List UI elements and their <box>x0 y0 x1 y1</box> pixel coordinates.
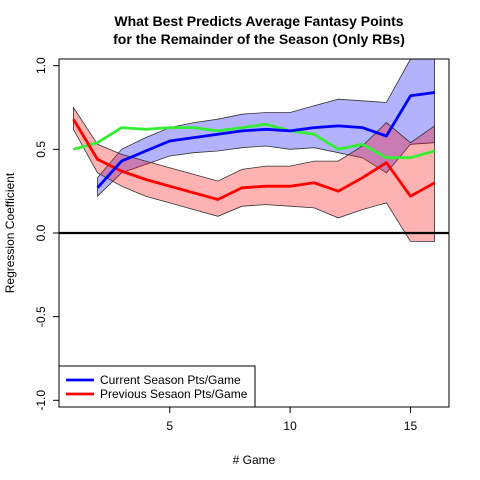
series-lines <box>72 91 436 201</box>
y-tick-label: -0.5 <box>34 306 48 327</box>
series-line-1 <box>72 118 436 201</box>
y-tick-label: 1.0 <box>34 57 48 74</box>
confidence-band-1 <box>73 106 436 242</box>
y-tick-label: 0.0 <box>34 224 48 241</box>
x-axis-label: # Game <box>233 453 276 467</box>
series-line-0 <box>96 91 435 189</box>
legend-label: Current Season Pts/Game <box>100 373 241 387</box>
legend-box <box>58 365 256 408</box>
y-tick-label: -1.0 <box>34 390 48 411</box>
x-axis: 5 10 15 <box>166 407 417 433</box>
x-tick-label: 10 <box>283 419 297 433</box>
chart-title-line2: for the Remainder of the Season (Only RB… <box>113 31 405 47</box>
y-tick-label: 0.5 <box>34 141 48 158</box>
legend-label: Previous Sesaon Pts/Game <box>100 387 248 401</box>
x-tick-label: 15 <box>404 419 418 433</box>
x-tick-label: 5 <box>166 419 173 433</box>
confidence-bands <box>73 58 436 242</box>
y-axis-label: Regression Coefficient <box>3 172 17 293</box>
y-axis: -1.0 -0.5 0.0 0.5 1.0 <box>34 57 59 411</box>
chart-title-line1: What Best Predicts Average Fantasy Point… <box>114 13 403 29</box>
series-line-2 <box>73 122 435 160</box>
